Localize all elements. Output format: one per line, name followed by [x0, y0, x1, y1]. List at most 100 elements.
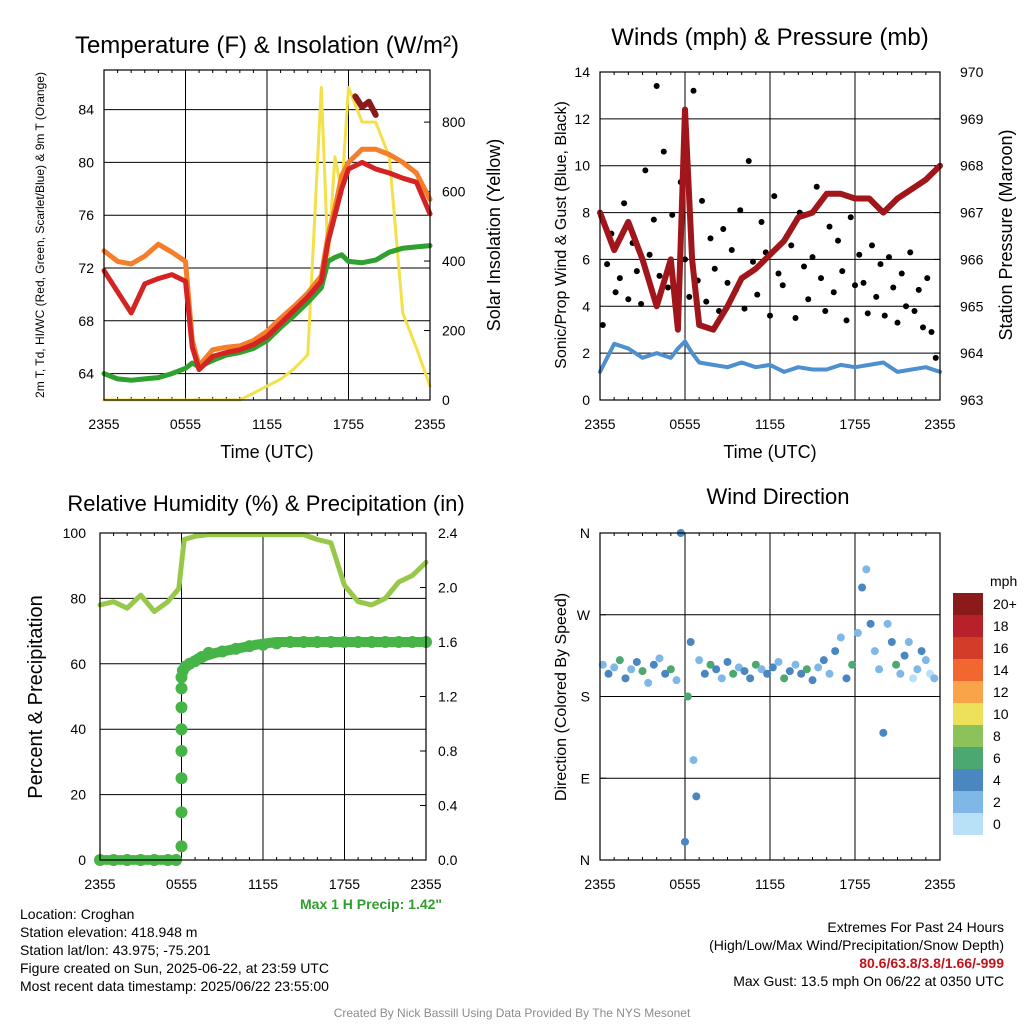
location-text: Location: Croghan	[20, 906, 135, 922]
gust-point	[621, 200, 628, 207]
direction-point	[797, 669, 806, 678]
gust-point	[745, 158, 752, 165]
direction-point	[751, 660, 760, 669]
legend-label: 6	[993, 750, 1001, 766]
max-gust-text: Max Gust: 13.5 mph On 06/22 at 0350 UTC	[733, 973, 1004, 989]
y-tick-label: 12	[574, 111, 590, 127]
x-tick-label: 0555	[166, 876, 197, 892]
y-tick-label: 84	[78, 102, 94, 118]
gust-point	[660, 148, 667, 155]
y2-tick-label: 600	[442, 184, 466, 200]
precip-point	[392, 636, 405, 648]
precip-point	[229, 642, 242, 655]
gust-point	[843, 317, 850, 324]
gust-point	[612, 289, 619, 296]
y-tick-label: 0	[582, 392, 590, 408]
legend-label: 10	[993, 706, 1009, 722]
precip-point	[175, 701, 188, 714]
y2-tick-label: 966	[960, 251, 984, 267]
direction-point	[887, 638, 896, 646]
x-tick-label: 0555	[170, 416, 201, 432]
direction-point	[780, 674, 789, 683]
direction-point	[740, 667, 749, 676]
legend-swatch	[953, 615, 983, 637]
gust-point	[775, 270, 782, 277]
direction-point	[848, 660, 857, 669]
x-tick-label: 0555	[669, 876, 700, 892]
gust-point	[771, 193, 778, 200]
extremes-values: 80.6/63.8/3.8/1.66/-999	[859, 955, 1004, 971]
y-tick-label: 0	[78, 852, 86, 868]
direction-point	[836, 633, 845, 642]
gust-point	[881, 312, 888, 319]
chart-title: Temperature (F) & Insolation (W/m²)	[75, 32, 459, 59]
gust-point	[886, 254, 892, 261]
direction-point	[610, 663, 619, 672]
y2-tick-label: 2.0	[438, 580, 458, 596]
direction-point	[768, 663, 777, 672]
gust-point	[653, 83, 660, 90]
y-tick-label: 68	[78, 313, 94, 329]
direction-point	[802, 665, 811, 674]
direction-point	[700, 669, 709, 678]
direction-point	[723, 657, 732, 666]
gust-point	[835, 237, 841, 244]
gust-point	[707, 235, 714, 242]
chart-title: Wind Direction	[706, 484, 849, 509]
direction-point	[638, 667, 647, 676]
gust-point	[805, 296, 812, 303]
legend-label: 16	[993, 640, 1009, 656]
direction-point	[842, 674, 851, 683]
y-tick-label: 40	[70, 721, 86, 737]
precip-point	[324, 636, 337, 648]
precip-point	[175, 745, 188, 757]
y-tick-label: 76	[78, 207, 94, 223]
legend-swatch	[953, 593, 983, 615]
y-tick-label: 100	[63, 525, 87, 541]
gust-point	[703, 298, 710, 305]
extremes-title: Extremes For Past 24 Hours	[827, 919, 1004, 935]
chart-title: Winds (mph) & Pressure (mb)	[611, 24, 928, 51]
station-info: Location: Croghan Station elevation: 418…	[20, 905, 329, 995]
direction-point	[774, 657, 783, 666]
gust-point	[801, 263, 807, 270]
direction-point	[785, 667, 794, 676]
gust-point	[818, 275, 824, 282]
gust-point	[924, 275, 931, 282]
gust-point	[616, 275, 623, 282]
gust-point	[638, 300, 645, 307]
y2-tick-label: 2.4	[438, 525, 458, 541]
gust-point	[839, 268, 846, 275]
gust-point	[869, 242, 875, 249]
precip-point	[379, 636, 392, 648]
gust-point	[864, 310, 871, 317]
y2-tick-label: 969	[960, 111, 984, 127]
gust-point	[809, 254, 816, 261]
direction-point	[692, 792, 701, 801]
x-tick-label: 1155	[248, 876, 278, 892]
y-tick-label: 80	[70, 590, 86, 606]
y-tick-label: N	[580, 852, 590, 868]
gust-point	[599, 322, 606, 329]
direction-point	[655, 654, 664, 663]
gust-point	[826, 223, 833, 230]
direction-point	[686, 638, 695, 646]
x-tick-label: 2355	[410, 876, 441, 892]
recent-text: Most recent data timestamp: 2025/06/22 2…	[20, 978, 329, 994]
precip-point	[175, 840, 188, 853]
x-tick-label: 1755	[329, 876, 360, 892]
precip-point	[175, 682, 188, 695]
chart-title: Relative Humidity (%) & Precipitation (i…	[67, 491, 464, 516]
y2-tick-label: 0.0	[438, 852, 458, 868]
gust-point	[728, 247, 735, 254]
gust-point	[898, 270, 905, 277]
legend-swatch	[953, 769, 983, 791]
x-axis-label: Time (UTC)	[220, 442, 313, 462]
gust-point	[873, 293, 880, 300]
gust-point	[750, 258, 756, 265]
x-tick-label: 1755	[839, 876, 870, 892]
legend-swatch	[953, 813, 983, 835]
y-tick-label: S	[581, 689, 590, 705]
wind-line	[598, 339, 942, 374]
direction-point	[598, 660, 607, 669]
